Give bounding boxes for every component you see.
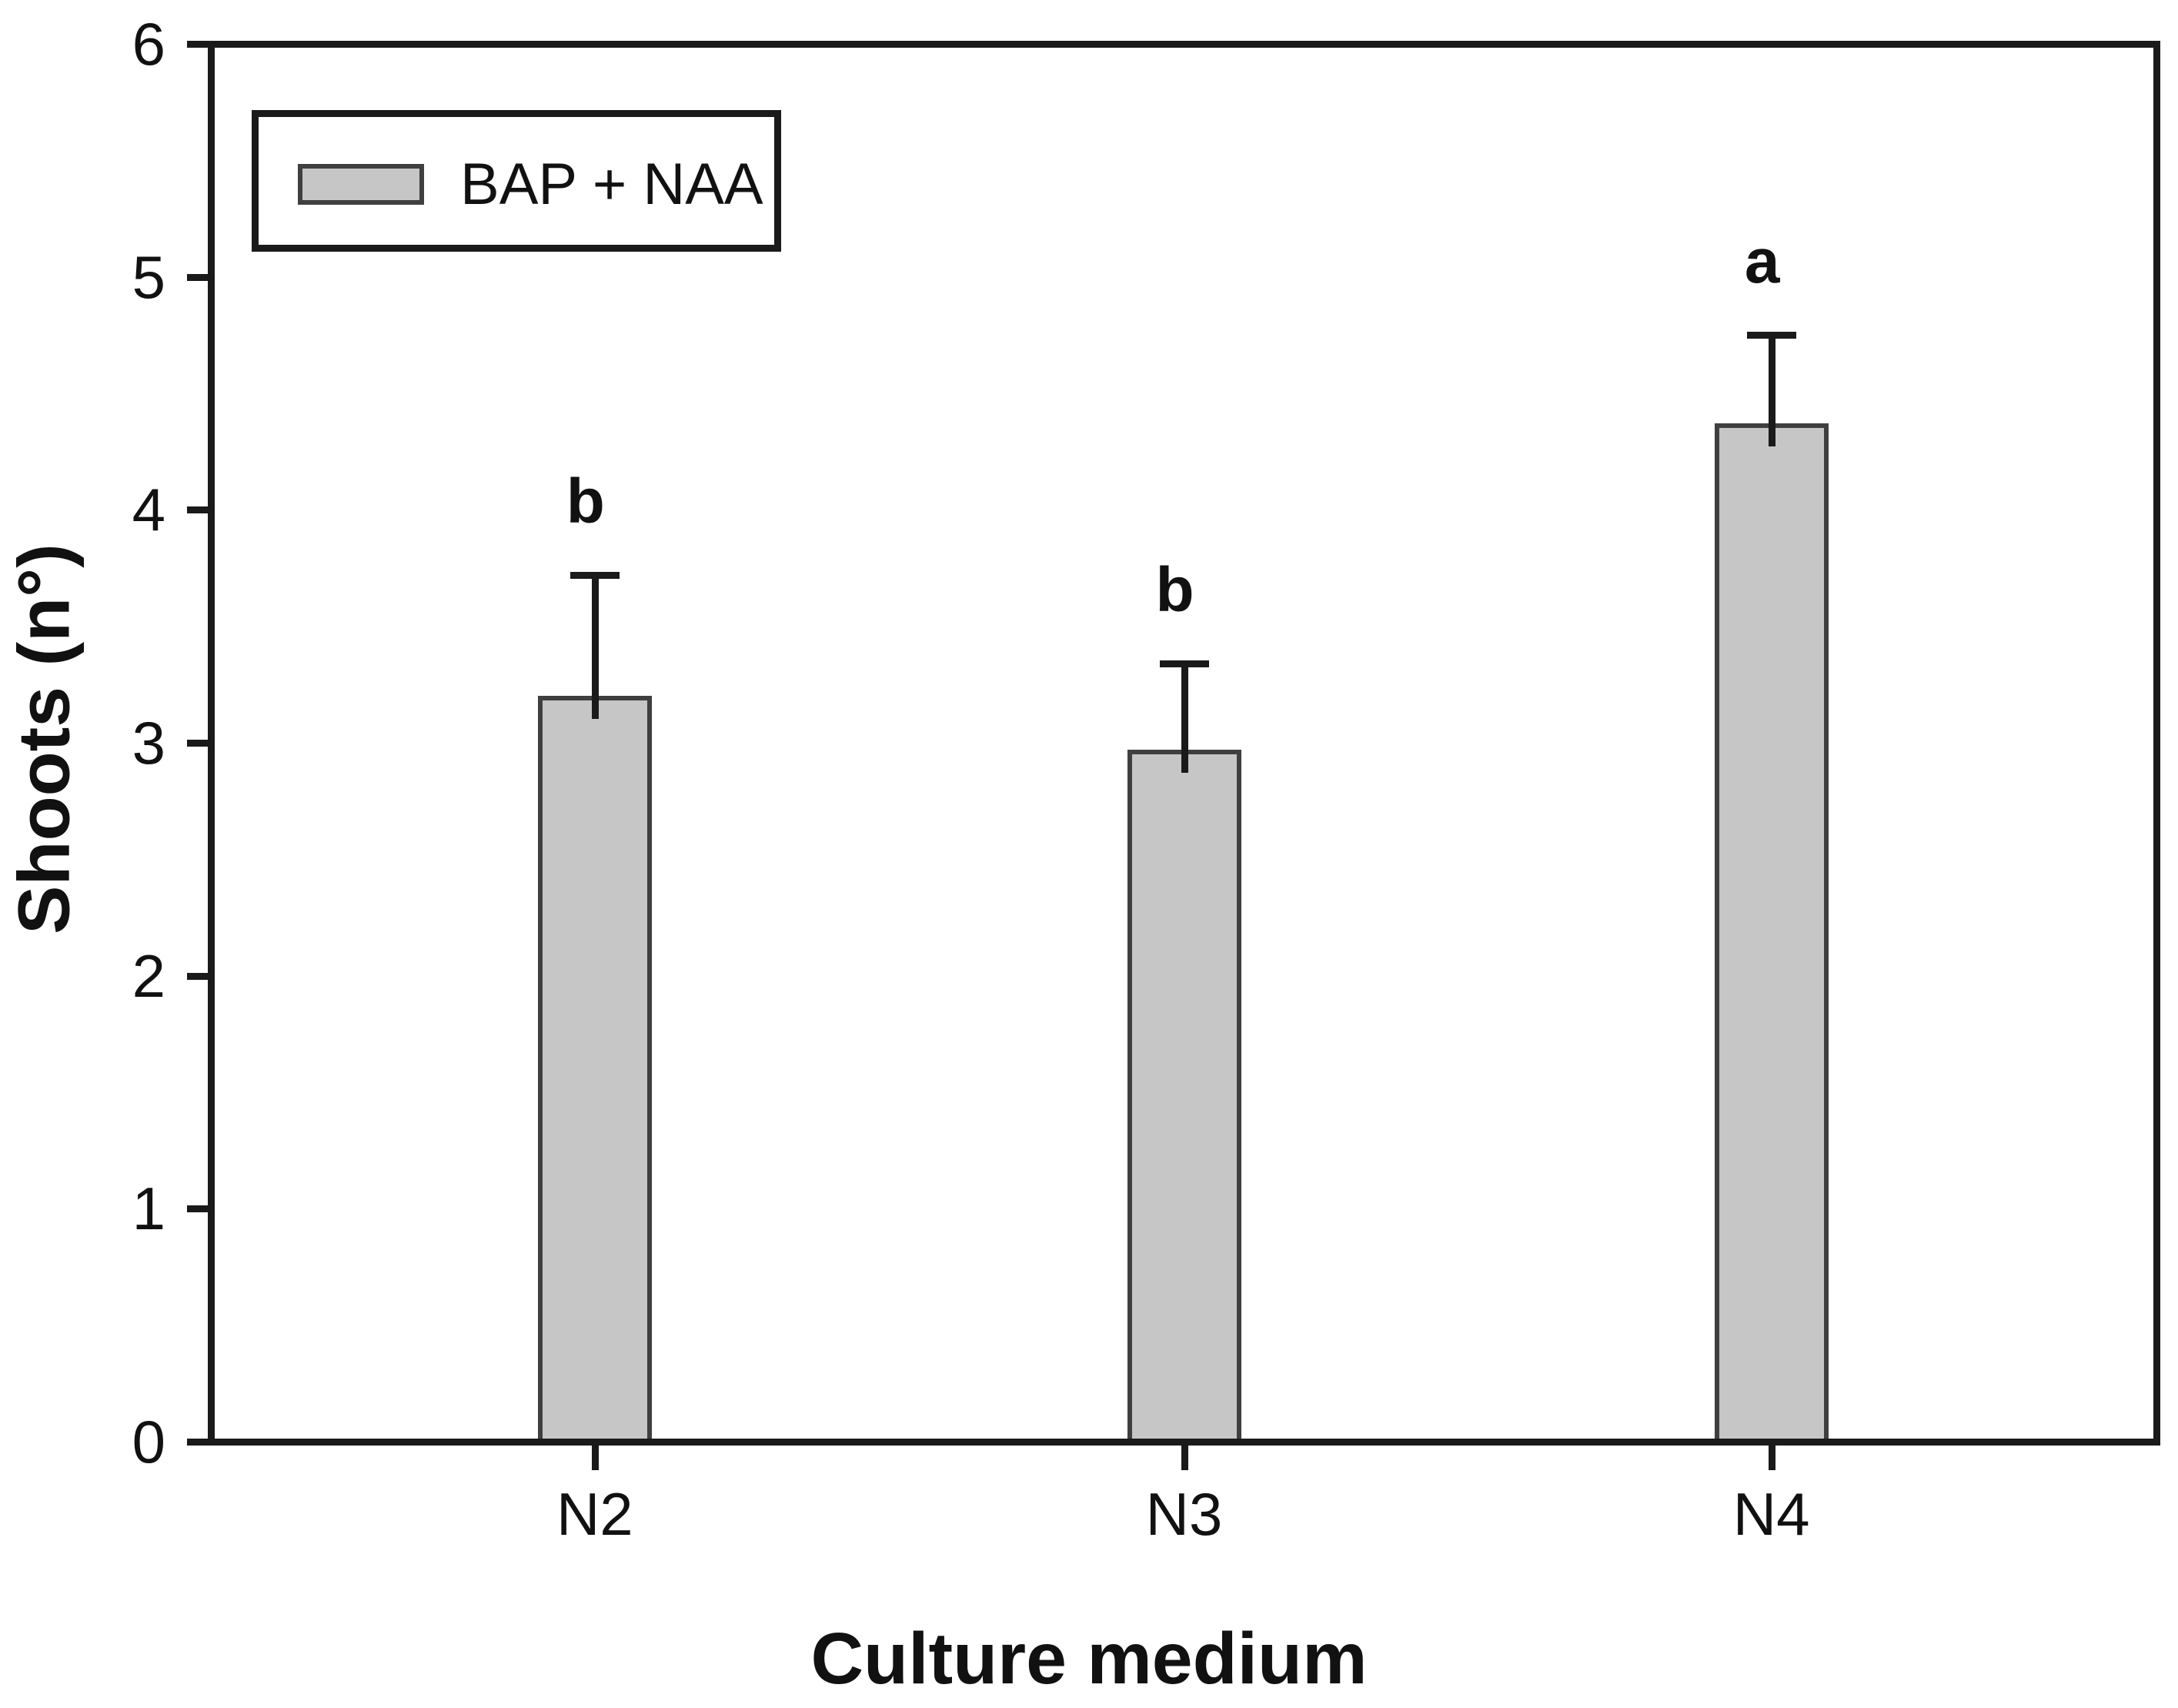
y-axis-tick-4 (187, 506, 212, 514)
legend-label: BAP + NAA (460, 152, 763, 217)
sig-letter-N4: a (1744, 226, 1780, 297)
y-axis-tick-5 (187, 273, 212, 281)
x-axis-title: Culture medium (810, 1618, 1368, 1700)
y-axis-tick-0 (187, 1439, 212, 1446)
y-tick-label-0: 0 (132, 1408, 165, 1476)
error-bar-cap-N2 (570, 572, 620, 580)
y-axis-tick-2 (187, 972, 212, 980)
x-tick-label-N3: N3 (1145, 1480, 1223, 1548)
x-axis-tick-N4 (1768, 1446, 1775, 1470)
y-tick-label-4: 4 (132, 476, 165, 544)
x-axis-tick-N2 (591, 1446, 599, 1470)
legend: BAP + NAA (252, 110, 781, 252)
y-tick-label-2: 2 (132, 941, 165, 1010)
x-tick-label-N2: N2 (556, 1480, 633, 1548)
x-axis-tick-N3 (1181, 1446, 1188, 1470)
legend-swatch-bap-naa (298, 164, 424, 205)
sig-letter-N3: b (1155, 555, 1194, 626)
error-bar-N4 (1768, 335, 1775, 447)
error-bar-N2 (591, 575, 599, 720)
bar-N3 (1127, 750, 1241, 1446)
sig-letter-N2: b (566, 466, 605, 537)
error-bar-cap-N3 (1159, 660, 1209, 668)
x-tick-label-N4: N4 (1732, 1480, 1810, 1548)
y-tick-label-5: 5 (132, 242, 165, 311)
y-axis-tick-3 (187, 740, 212, 747)
error-bar-N3 (1181, 663, 1188, 774)
y-axis-tick-6 (187, 41, 212, 48)
error-bar-cap-N4 (1746, 332, 1796, 339)
y-axis-tick-1 (187, 1205, 212, 1213)
y-tick-label-3: 3 (132, 709, 165, 777)
bar-N2 (537, 696, 652, 1446)
bar-N4 (1714, 423, 1829, 1446)
y-tick-label-6: 6 (132, 10, 165, 78)
y-tick-label-1: 1 (132, 1175, 165, 1243)
